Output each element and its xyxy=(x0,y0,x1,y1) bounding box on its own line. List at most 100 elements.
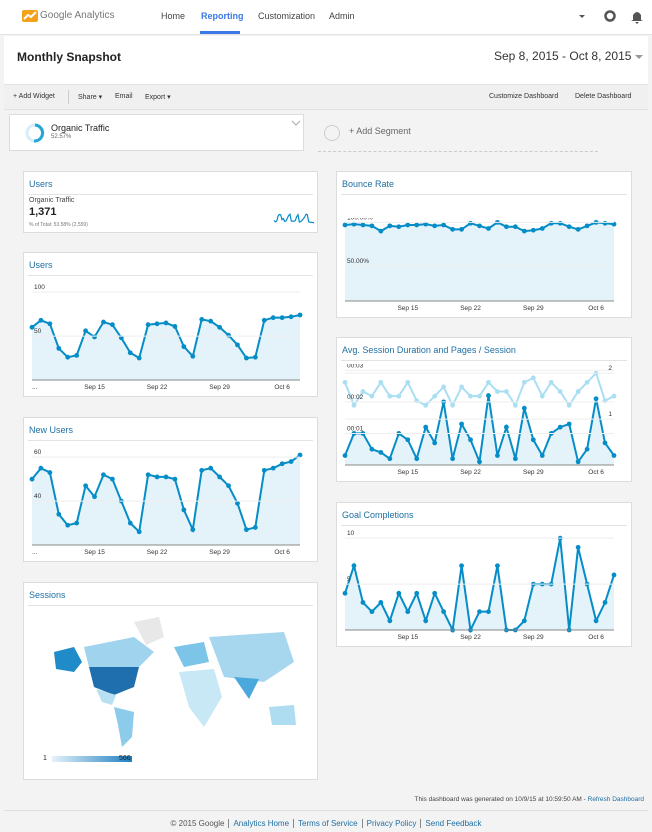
add-segment-icon xyxy=(324,125,340,141)
point xyxy=(29,324,35,330)
point xyxy=(387,223,393,229)
line xyxy=(273,213,315,224)
point xyxy=(405,222,411,228)
divider xyxy=(341,194,627,195)
y-tick-label: 00:02 xyxy=(347,394,364,401)
nav-tab[interactable]: Reporting xyxy=(201,11,244,21)
point xyxy=(369,609,375,615)
point xyxy=(530,227,536,233)
x-tick-label: Sep 22 xyxy=(147,549,168,556)
point xyxy=(414,222,420,228)
point xyxy=(611,453,617,458)
refresh-link[interactable]: Refresh Dashboard xyxy=(587,796,644,803)
segment-card[interactable]: Organic Traffic 52.57% xyxy=(9,114,304,151)
footer-link[interactable]: Terms of Service xyxy=(293,819,362,828)
point xyxy=(297,312,303,318)
divider xyxy=(28,194,313,195)
point xyxy=(181,344,187,350)
point xyxy=(557,424,563,430)
nav-tab[interactable]: Home xyxy=(161,11,186,21)
metric-segment: Organic Traffic xyxy=(29,197,75,204)
divider xyxy=(28,275,313,276)
nav-tab[interactable]: Admin xyxy=(329,11,355,21)
point xyxy=(29,476,35,482)
x-tick-label: Sep 15 xyxy=(84,549,105,556)
point xyxy=(468,437,473,443)
point xyxy=(423,402,429,408)
point xyxy=(405,609,411,615)
widget-title: Avg. Session Duration and Pages / Sessio… xyxy=(342,345,516,355)
y-tick-label: 2 xyxy=(608,365,612,372)
point xyxy=(101,472,106,478)
brand: Google Analytics xyxy=(40,10,115,21)
world-map xyxy=(54,617,296,747)
point xyxy=(477,223,482,229)
footer-link[interactable]: Send Feedback xyxy=(420,819,486,828)
point xyxy=(566,402,572,408)
add-segment[interactable]: + Add Segment xyxy=(318,114,598,152)
point xyxy=(279,461,285,467)
point xyxy=(163,474,169,480)
point xyxy=(468,393,473,399)
point xyxy=(172,476,178,482)
point xyxy=(432,393,438,399)
point xyxy=(575,226,581,232)
point xyxy=(387,456,393,462)
footer-link[interactable]: Analytics Home xyxy=(228,819,294,828)
point xyxy=(56,511,62,517)
point xyxy=(387,618,393,624)
point xyxy=(566,224,572,230)
nav-tab[interactable]: Customization xyxy=(258,11,316,21)
x-tick-label: Sep 22 xyxy=(460,305,481,312)
point xyxy=(369,393,375,399)
toolbar-button[interactable]: Customize Dashboard xyxy=(489,93,559,100)
point xyxy=(504,224,509,230)
footer-link[interactable]: Privacy Policy xyxy=(361,819,421,828)
toolbar-button[interactable]: + Add Widget xyxy=(13,93,55,100)
toolbar: + Add Widget Share ▾ Email Export ▾ Cust… xyxy=(4,84,648,110)
toolbar-button[interactable]: Share ▾ xyxy=(78,94,103,101)
point xyxy=(495,563,500,569)
widget: Avg. Session Duration and Pages / Sessio… xyxy=(336,337,632,482)
header: Monthly Snapshot Sep 8, 2015 - Oct 8, 20… xyxy=(4,36,648,84)
point xyxy=(611,393,617,399)
divider xyxy=(28,605,313,606)
generated-note: This dashboard was generated on 10/9/15 … xyxy=(415,796,644,803)
point xyxy=(584,223,590,229)
point xyxy=(74,520,80,526)
widget: Sessions 1 566 xyxy=(23,582,318,780)
point xyxy=(38,465,44,471)
point xyxy=(441,222,447,228)
point xyxy=(47,470,53,475)
point xyxy=(530,437,536,443)
point xyxy=(423,424,429,430)
point xyxy=(593,396,599,402)
date-range[interactable]: Sep 8, 2015 - Oct 8, 2015 xyxy=(494,49,632,63)
point xyxy=(244,527,249,533)
tab-underline xyxy=(200,31,240,34)
point xyxy=(369,446,375,452)
point xyxy=(65,522,71,528)
map-legend-min: 1 xyxy=(43,755,47,762)
toolbar-button[interactable]: Delete Dashboard xyxy=(575,93,632,100)
point xyxy=(56,345,62,351)
nav-icons[interactable] xyxy=(576,8,646,24)
toolbar-button[interactable]: Email xyxy=(115,93,133,100)
point xyxy=(342,379,348,385)
point xyxy=(145,472,151,478)
toolbar-button[interactable]: Export ▾ xyxy=(145,94,171,101)
top-nav: Google Analytics Home Reporting Customiz… xyxy=(0,0,652,35)
point xyxy=(145,322,151,328)
x-tick-label: Sep 15 xyxy=(397,469,418,476)
point xyxy=(74,353,80,358)
point xyxy=(252,354,258,360)
point xyxy=(342,453,348,458)
point xyxy=(575,459,581,465)
point xyxy=(593,618,599,624)
point xyxy=(83,483,88,489)
point xyxy=(539,393,545,399)
point xyxy=(602,440,608,446)
area xyxy=(345,222,614,301)
